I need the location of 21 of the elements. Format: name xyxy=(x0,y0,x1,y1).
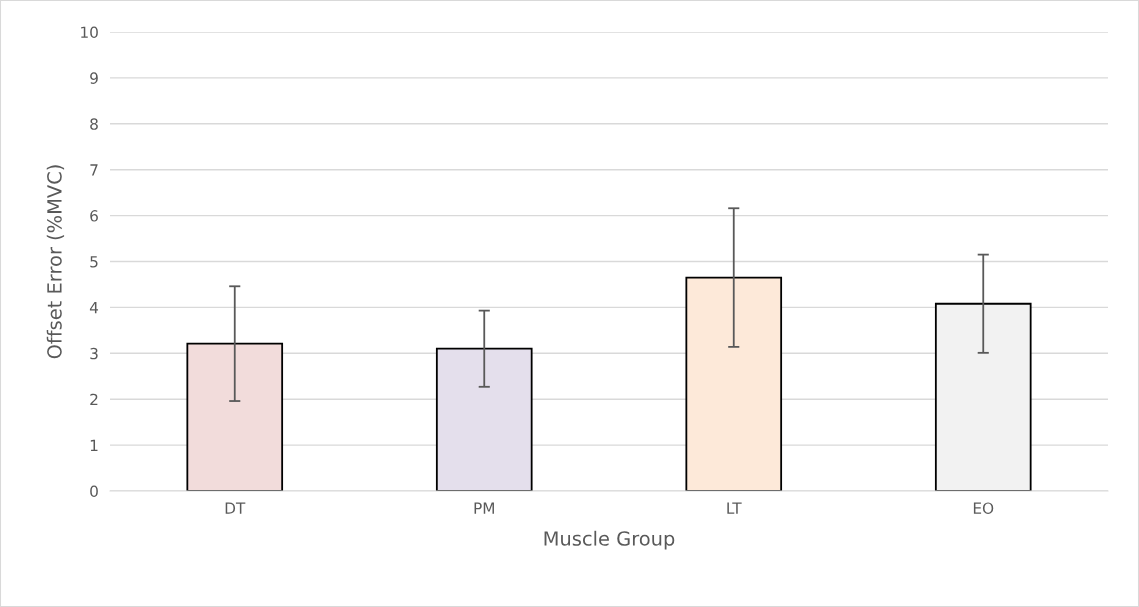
bar xyxy=(435,347,533,491)
y-tick-label: 9 xyxy=(90,72,98,84)
bar xyxy=(934,302,1032,491)
y-tick-label: 6 xyxy=(90,210,98,222)
y-tick-label: 10 xyxy=(81,26,98,39)
x-tick-label: LT xyxy=(727,502,742,514)
y-tick-label: 5 xyxy=(90,256,98,268)
y-axis-title: Offset Error (%MVC) xyxy=(46,165,65,359)
y-tick-label: 2 xyxy=(90,393,98,405)
y-tick-label: 3 xyxy=(90,347,98,360)
bar xyxy=(685,276,783,491)
x-tick-label: EO xyxy=(973,502,994,514)
x-axis-title: Muscle Group xyxy=(544,530,675,550)
x-tick-label: PM xyxy=(474,502,494,514)
y-tick-label: 4 xyxy=(89,302,99,314)
x-tick-label: DT xyxy=(225,502,246,514)
y-tick-label: 7 xyxy=(90,164,98,176)
y-tick-label: 1 xyxy=(90,439,98,451)
y-tick-label: 8 xyxy=(90,118,98,130)
bar xyxy=(186,342,284,491)
y-tick-label: 0 xyxy=(90,485,98,498)
